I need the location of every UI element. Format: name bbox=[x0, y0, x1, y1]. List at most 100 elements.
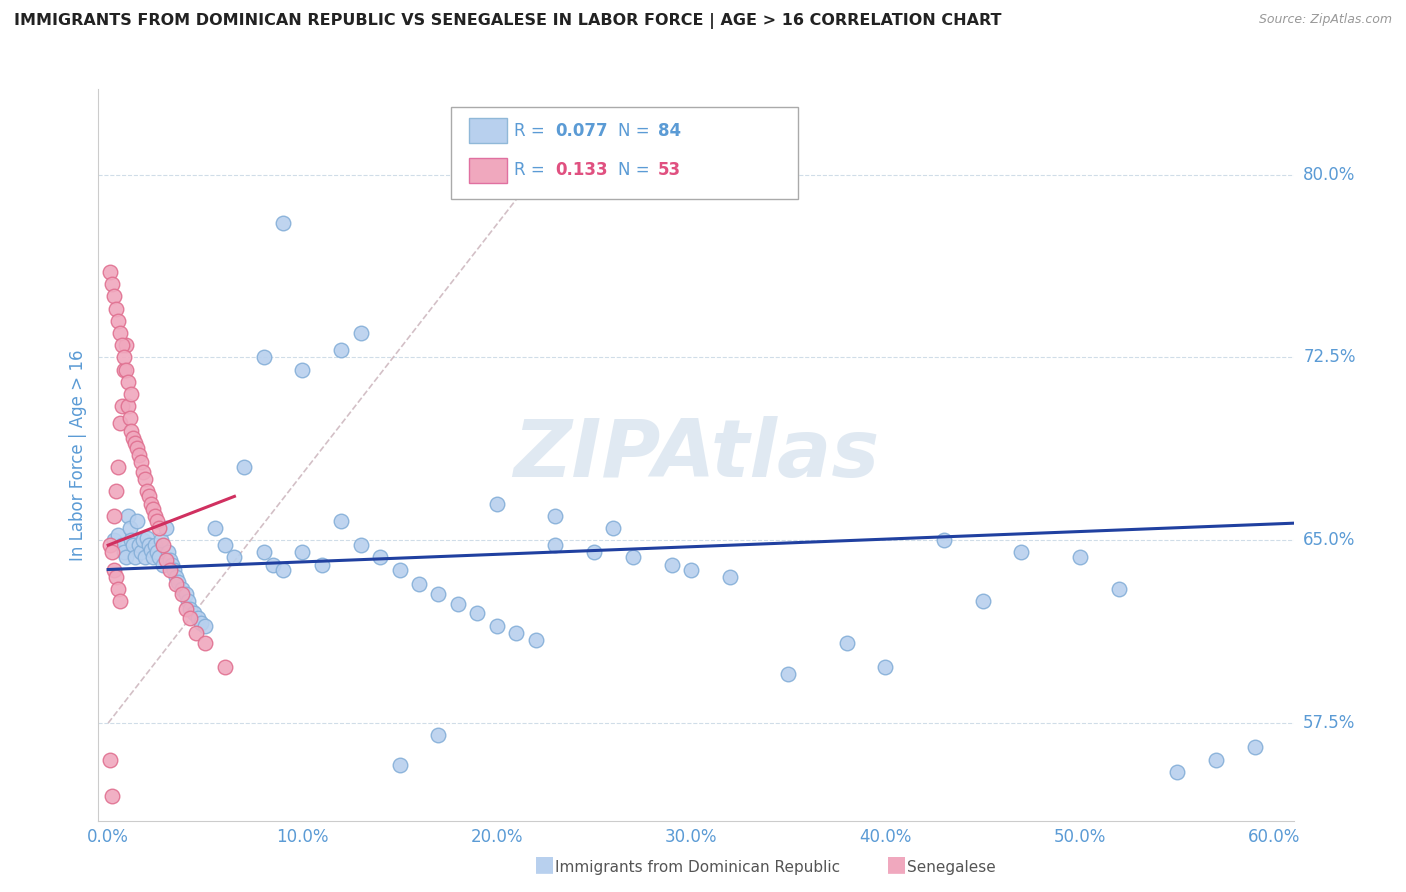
Point bbox=[152, 558, 174, 572]
Text: 0.077: 0.077 bbox=[555, 122, 607, 140]
Point bbox=[143, 538, 166, 552]
Point bbox=[1205, 753, 1227, 767]
Point bbox=[233, 460, 256, 475]
Point bbox=[544, 538, 567, 552]
Point bbox=[132, 533, 155, 548]
Text: ■: ■ bbox=[534, 854, 555, 873]
Point bbox=[139, 543, 162, 558]
FancyBboxPatch shape bbox=[470, 119, 508, 144]
Point bbox=[204, 521, 226, 535]
Point bbox=[108, 416, 131, 430]
Point bbox=[467, 607, 489, 621]
Point bbox=[136, 531, 159, 545]
Point bbox=[388, 562, 411, 576]
Point bbox=[194, 618, 217, 632]
Point bbox=[128, 448, 150, 462]
Point bbox=[165, 570, 187, 584]
Point bbox=[120, 424, 142, 438]
Point bbox=[262, 558, 284, 572]
Point bbox=[165, 577, 187, 591]
Point bbox=[148, 521, 170, 535]
Point bbox=[183, 607, 205, 621]
Point bbox=[114, 550, 136, 565]
Point bbox=[120, 387, 142, 401]
Point bbox=[1011, 545, 1033, 559]
Point bbox=[602, 521, 624, 535]
Text: Senegalese: Senegalese bbox=[907, 861, 995, 875]
Text: 65.0%: 65.0% bbox=[1303, 532, 1355, 549]
Text: 0.133: 0.133 bbox=[555, 161, 607, 179]
Point bbox=[163, 562, 186, 576]
Point bbox=[524, 633, 547, 648]
Point bbox=[107, 460, 129, 475]
Point bbox=[142, 550, 165, 565]
Point bbox=[98, 265, 121, 279]
Point bbox=[271, 562, 294, 576]
Point bbox=[129, 455, 152, 469]
Point bbox=[1243, 740, 1265, 755]
Point bbox=[127, 514, 149, 528]
Point bbox=[170, 587, 193, 601]
Point bbox=[152, 538, 174, 552]
Text: ■: ■ bbox=[886, 854, 907, 873]
Y-axis label: In Labor Force | Age > 16: In Labor Force | Age > 16 bbox=[69, 349, 87, 561]
Point bbox=[103, 289, 125, 303]
Point bbox=[124, 435, 146, 450]
Point bbox=[129, 545, 152, 559]
Point bbox=[111, 538, 134, 552]
Point bbox=[427, 587, 450, 601]
Point bbox=[159, 562, 181, 576]
Point bbox=[1108, 582, 1130, 596]
Point bbox=[107, 528, 129, 542]
Point bbox=[139, 497, 162, 511]
Text: Source: ZipAtlas.com: Source: ZipAtlas.com bbox=[1258, 13, 1392, 27]
Point bbox=[101, 545, 124, 559]
Point bbox=[111, 338, 134, 352]
Point bbox=[101, 277, 124, 292]
Point bbox=[101, 789, 124, 804]
Point bbox=[162, 558, 184, 572]
Text: R =: R = bbox=[515, 161, 550, 179]
Point bbox=[134, 472, 156, 486]
Point bbox=[122, 431, 145, 445]
Point bbox=[118, 411, 141, 425]
Point bbox=[291, 362, 314, 376]
Point bbox=[104, 484, 127, 499]
Point bbox=[114, 362, 136, 376]
Point bbox=[186, 611, 208, 625]
Point bbox=[108, 594, 131, 608]
Point bbox=[621, 550, 644, 565]
Point bbox=[875, 660, 897, 674]
Point bbox=[485, 497, 508, 511]
Point bbox=[174, 601, 197, 615]
Point bbox=[485, 618, 508, 632]
Point bbox=[107, 582, 129, 596]
Point bbox=[505, 626, 527, 640]
Text: N =: N = bbox=[619, 161, 655, 179]
Point bbox=[98, 538, 121, 552]
Point bbox=[134, 550, 156, 565]
Point bbox=[124, 550, 146, 565]
Point bbox=[148, 550, 170, 565]
Point bbox=[118, 521, 141, 535]
Point bbox=[155, 553, 177, 567]
Point bbox=[136, 484, 159, 499]
Point bbox=[149, 533, 172, 548]
Point bbox=[103, 533, 125, 548]
Text: IMMIGRANTS FROM DOMINICAN REPUBLIC VS SENEGALESE IN LABOR FORCE | AGE > 16 CORRE: IMMIGRANTS FROM DOMINICAN REPUBLIC VS SE… bbox=[14, 13, 1001, 29]
Point bbox=[117, 399, 139, 413]
Point bbox=[388, 757, 411, 772]
Point bbox=[718, 570, 741, 584]
Point bbox=[224, 550, 246, 565]
Text: 72.5%: 72.5% bbox=[1303, 349, 1355, 367]
Point bbox=[214, 660, 236, 674]
Point bbox=[108, 326, 131, 340]
Point bbox=[408, 577, 430, 591]
Point bbox=[104, 570, 127, 584]
Text: R =: R = bbox=[515, 122, 550, 140]
Text: Immigrants from Dominican Republic: Immigrants from Dominican Republic bbox=[555, 861, 841, 875]
Point bbox=[1166, 764, 1188, 779]
Point bbox=[932, 533, 955, 548]
Point bbox=[103, 508, 125, 523]
FancyBboxPatch shape bbox=[470, 158, 508, 183]
